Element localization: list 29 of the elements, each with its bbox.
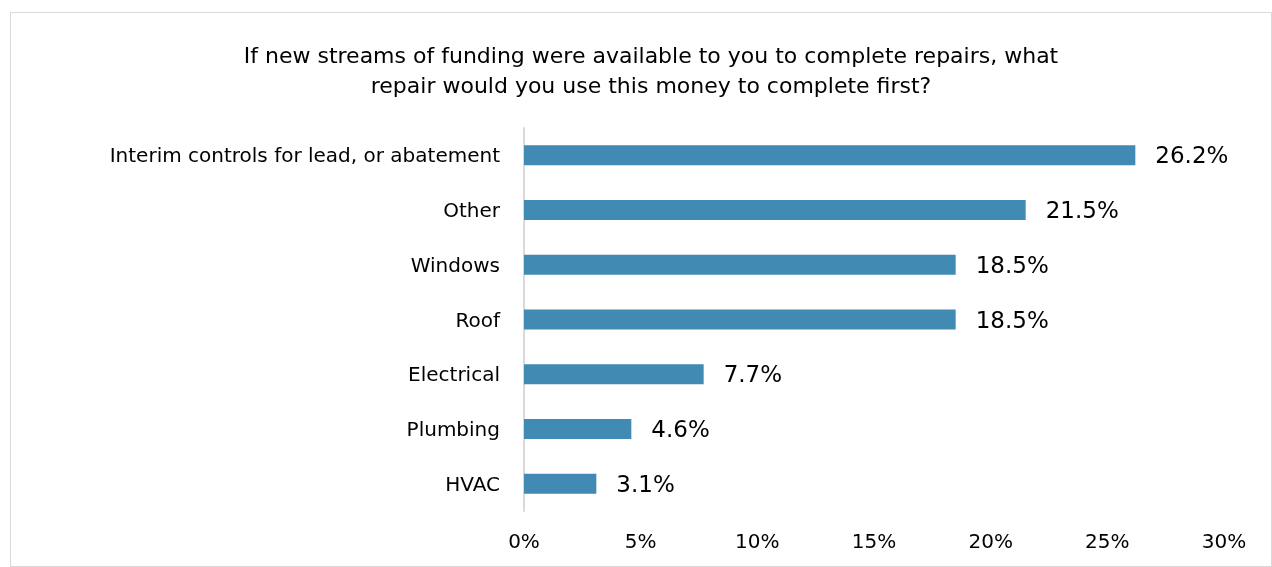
- y-tick-label: HVAC: [445, 471, 500, 496]
- y-tick-label: Plumbing: [406, 416, 500, 441]
- y-tick-label: Interim controls for lead, or abatement: [109, 143, 501, 168]
- data-label: 4.6%: [651, 415, 710, 442]
- bar: [524, 254, 956, 275]
- chart-title: If new streams of funding were available to you to complete repairs, what repair would you use this money to complete first?: [243, 42, 1059, 98]
- x-tick-label: 10%: [735, 529, 780, 553]
- data-label: 21.5%: [1045, 197, 1119, 224]
- bar: [524, 309, 956, 330]
- x-tick-label: 15%: [851, 529, 897, 553]
- data-label: 26.2%: [1155, 142, 1229, 169]
- bar: [524, 200, 1026, 221]
- y-tick-label: Windows: [410, 252, 500, 277]
- y-tick-label: Other: [443, 198, 501, 223]
- x-tick-label: 25%: [1085, 529, 1130, 553]
- bar: [524, 364, 704, 385]
- x-tick-label: 5%: [624, 529, 657, 553]
- bar: [524, 473, 597, 494]
- data-label: 7.7%: [723, 361, 783, 388]
- data-label: 18.5%: [975, 251, 1049, 278]
- data-label: 18.5%: [975, 306, 1049, 333]
- bar: [524, 418, 632, 439]
- bar: [524, 145, 1136, 166]
- x-tick-label: 30%: [1201, 529, 1247, 553]
- x-tick-label: 0%: [508, 529, 540, 553]
- x-tick-label: 20%: [968, 529, 1013, 553]
- y-tick-label: Roof: [455, 307, 501, 332]
- data-label: 3.1%: [616, 470, 675, 497]
- y-tick-label: Electrical: [408, 362, 500, 387]
